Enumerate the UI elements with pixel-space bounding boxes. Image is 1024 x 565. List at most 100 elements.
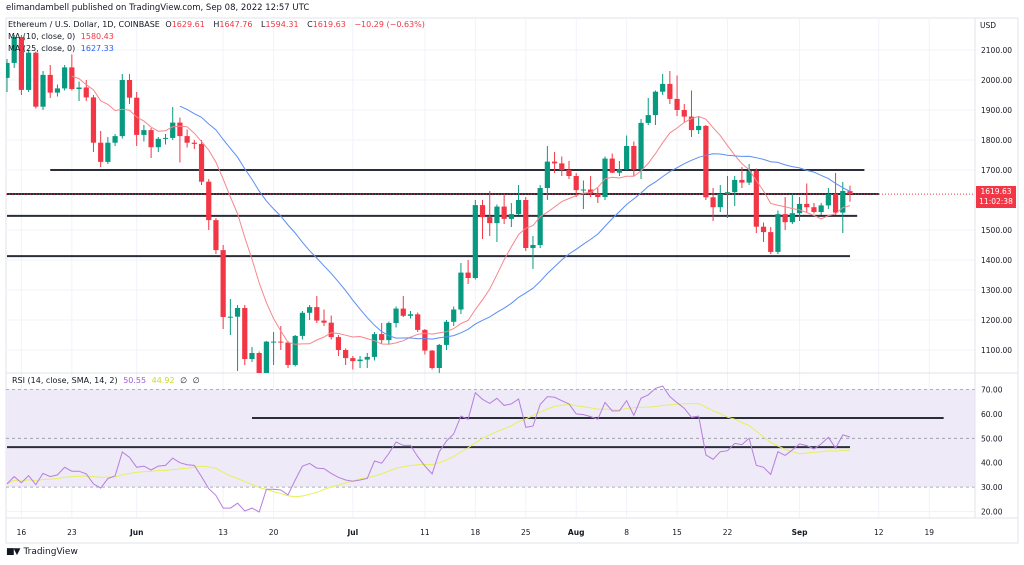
open-value: O1629.61 xyxy=(165,20,205,29)
time-tick-label: 15 xyxy=(672,528,682,537)
change-value: −10.29 (−0.63%) xyxy=(354,20,425,29)
ma25-value: 1627.33 xyxy=(80,44,114,53)
candle-body xyxy=(112,136,118,143)
bar-countdown: 11:02:38 xyxy=(979,197,1013,207)
ma25-label: MA (25, close, 0) xyxy=(8,44,76,53)
candle-body xyxy=(47,74,53,93)
candle-body xyxy=(134,97,140,135)
candle-body xyxy=(573,176,579,191)
time-tick-label: 12 xyxy=(874,528,884,537)
candle-body xyxy=(285,342,291,365)
rsi-tick-label: 60.00 xyxy=(981,410,1003,419)
candle-body xyxy=(674,98,680,110)
candle-body xyxy=(818,205,824,212)
candle-body xyxy=(98,142,104,162)
candle-body xyxy=(451,309,457,322)
time-tick-label: 16 xyxy=(17,528,27,537)
candle-body xyxy=(602,158,608,197)
candle-body xyxy=(184,136,190,143)
candle-body xyxy=(595,193,601,197)
candle-body xyxy=(494,206,500,224)
time-tick-label: 20 xyxy=(269,528,279,537)
candle-body xyxy=(768,232,774,252)
candle-body xyxy=(69,67,75,89)
candle-body xyxy=(559,163,565,170)
tradingview-logo-icon: ■▼ xyxy=(6,547,20,557)
time-tick-label: 22 xyxy=(723,528,733,537)
candle-body xyxy=(443,321,450,345)
rsi-axis[interactable]: 70.00 60.00 50.00 40.00 30.00 20.00 xyxy=(981,386,1003,517)
candle-body xyxy=(551,161,558,164)
candle-body xyxy=(811,207,817,212)
price-tick-label: 1400.00 xyxy=(981,256,1012,265)
candle-body xyxy=(400,308,406,316)
price-tick-label: 1800.00 xyxy=(981,136,1012,145)
candle-body xyxy=(76,87,82,89)
candle-body xyxy=(724,192,731,194)
candle-body xyxy=(206,181,212,221)
tradingview-brand[interactable]: ■▼ TradingView xyxy=(6,547,78,557)
candle-body xyxy=(796,203,803,214)
time-tick-label: Sep xyxy=(792,528,808,537)
time-tick-label: 19 xyxy=(924,528,934,537)
candle-body xyxy=(270,341,277,343)
time-tick-label: 13 xyxy=(218,528,228,537)
candle-body xyxy=(422,329,428,351)
candle-body xyxy=(234,308,241,317)
candle-body xyxy=(739,179,745,183)
ma10-line xyxy=(71,75,851,345)
rsi-value: 50.55 xyxy=(123,376,147,385)
candle-body xyxy=(148,130,154,148)
time-tick-label: Jun xyxy=(129,528,143,537)
ma25-legend[interactable]: MA (25, close, 0) 1627.33 xyxy=(8,44,117,53)
candle-body xyxy=(26,52,32,90)
candle-body xyxy=(11,37,17,63)
candle-body xyxy=(191,142,197,144)
candle-body xyxy=(256,353,262,373)
time-tick-label: 18 xyxy=(471,528,481,537)
ma25-line xyxy=(179,105,851,340)
time-axis[interactable]: 16 23 Jun 13 20 Jul 11 18 25 Aug 8 15 22 Sep 12 19 xyxy=(17,528,935,537)
horizontal-level-drawings[interactable] xyxy=(7,169,879,258)
low-value: L1594.31 xyxy=(261,20,299,29)
candle-body xyxy=(141,130,147,135)
rsi-tick-label: 30.00 xyxy=(981,483,1003,492)
ma10-legend[interactable]: MA (10, close, 0) 1580.43 xyxy=(8,32,117,41)
candle-body xyxy=(847,191,853,195)
price-axis[interactable]: 2100.00 2000.00 1900.00 1800.00 1700.00 1500.… xyxy=(981,46,1012,355)
last-price-label: 1619.63 11:02:38 xyxy=(976,186,1016,209)
candle-body xyxy=(371,334,378,357)
rsi-sma-line xyxy=(6,402,851,498)
rsi-line xyxy=(6,385,851,513)
candle-body xyxy=(393,308,399,323)
candle-body xyxy=(220,250,226,317)
candle-body xyxy=(170,122,176,138)
candle-body xyxy=(638,122,644,170)
candle-body xyxy=(162,137,169,139)
price-tick-label: 1900.00 xyxy=(981,106,1012,115)
candle-body xyxy=(379,334,385,341)
candle-body xyxy=(242,308,248,359)
rsi-legend[interactable]: RSI (14, close, SMA, 14, 2) 50.55 44.92 … xyxy=(12,376,203,385)
candle-body xyxy=(54,88,61,93)
price-tick-label: 2000.00 xyxy=(981,76,1012,85)
rsi-tick-label: 50.00 xyxy=(981,434,1003,443)
candle-body xyxy=(775,214,781,252)
time-tick-label: 25 xyxy=(521,528,531,537)
time-tick-label: Aug xyxy=(568,528,585,537)
candle-body xyxy=(227,316,233,318)
symbol-legend[interactable]: Ethereum / U.S. Dollar, 1D, COINBASE O16… xyxy=(8,20,428,29)
candle-body xyxy=(746,170,752,183)
candle-body xyxy=(213,220,219,251)
candle-body xyxy=(33,52,39,107)
ma10-label: MA (10, close, 0) xyxy=(8,32,76,41)
candle-body xyxy=(18,37,25,90)
candles xyxy=(6,35,853,373)
candle-body xyxy=(688,116,695,131)
price-tick-label: 2100.00 xyxy=(981,46,1012,55)
candle-body xyxy=(609,158,615,173)
price-tick-label: 1300.00 xyxy=(981,286,1012,295)
candle-body xyxy=(155,138,161,148)
candle-body xyxy=(314,307,320,321)
